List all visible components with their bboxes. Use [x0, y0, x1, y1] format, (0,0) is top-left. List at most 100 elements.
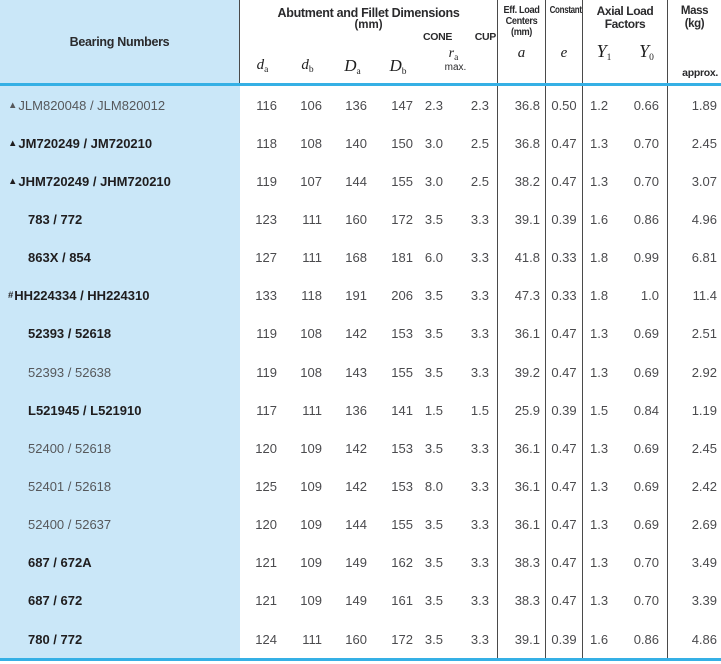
cell-db: 111	[302, 211, 322, 227]
bearing-number-text: 783 / 772	[28, 211, 83, 227]
cell-Db: 206	[391, 288, 413, 304]
cell-Db: 153	[391, 326, 413, 342]
bearing-numbers-label: Bearing Numbers	[69, 34, 170, 49]
eff-load-line1: Eff. Load	[503, 5, 540, 16]
table-body: ▲ JLM820048 / JLM820012 116 106 136 147 2.3 2.3…	[0, 86, 721, 659]
cell-Da: 168	[345, 250, 367, 266]
cell-da: 119	[256, 364, 277, 380]
cell-Db: 172	[391, 631, 413, 647]
cell-y0: 0.70	[625, 543, 668, 582]
bearing-numbers-column-background	[0, 0, 240, 661]
bearing-number-cell: # HH224334 / HH224310	[0, 277, 240, 315]
cell-y1: 1.3	[590, 517, 609, 533]
table-header: Bearing Numbers Abutment and Fillet Dime…	[0, 0, 721, 83]
cell-e: 0.39	[546, 619, 583, 659]
cell-y0: 0.70	[625, 581, 668, 620]
cell-Da: 160	[345, 631, 367, 647]
constant-label: Constant	[549, 5, 582, 16]
bearing-number-cell: 780 / 772	[0, 620, 240, 658]
bearing-number-text: JM720249 / JM720210	[18, 135, 153, 151]
bearing-number-text: 52400 / 52637	[28, 517, 112, 533]
cell-y0: 0.66	[625, 86, 668, 125]
table-row: ▲ JM720249 / JM720210 118 108 140 150 3.0 2.5 36…	[0, 124, 721, 163]
cell-Da: 144	[345, 173, 367, 189]
cell-y1: 1.8	[590, 250, 609, 266]
cell-y0: 0.86	[625, 619, 668, 659]
bearing-number-cell: 863X / 854	[0, 239, 240, 277]
cell-a: 39.2	[498, 352, 546, 392]
cell-y1: 1.2	[590, 97, 609, 113]
bearing-number-cell: 687 / 672A	[0, 544, 240, 582]
table-row: 52400 / 52637 120 109 144 155 3.5 3.3 36.1 0.47 1…	[0, 505, 721, 544]
Db-symbol: Db	[389, 56, 407, 77]
a-symbol: a	[517, 45, 526, 61]
cell-cup-ra: 3.3	[451, 429, 498, 468]
cell-e: 0.39	[546, 200, 583, 239]
abutment-unit: (mm)	[354, 19, 383, 31]
cell-e: 0.50	[546, 86, 583, 125]
ra-cone-cup-group: CONE CUP ra max.	[421, 31, 498, 73]
bearing-number-text: 687 / 672	[28, 593, 83, 609]
cell-y1: 1.3	[590, 478, 609, 494]
cell-cone-ra: 3.0	[424, 173, 443, 189]
cone-label: CONE	[423, 31, 453, 43]
bearing-number-text: JLM820048 / JLM820012	[18, 97, 166, 113]
cell-y0: 0.69	[625, 429, 668, 468]
cell-da: 127	[255, 250, 277, 266]
table-row: L521945 / L521910 117 111 136 141 1.5 1.5 25.9 0…	[0, 391, 721, 430]
cell-Db: 155	[391, 173, 413, 189]
cell-da: 125	[255, 478, 277, 494]
bearing-number-text: 863X / 854	[28, 250, 91, 266]
cell-Da: 191	[345, 288, 367, 304]
cell-db: 108	[300, 326, 322, 342]
cell-e: 0.47	[546, 429, 583, 468]
cell-y0: 1.0	[625, 276, 668, 315]
cell-db: 109	[300, 517, 322, 533]
cell-a: 36.8	[498, 86, 546, 125]
table-row: ▲ JLM820048 / JLM820012 116 106 136 147 2.3 2.3…	[0, 86, 721, 125]
cell-a: 38.3	[498, 543, 546, 582]
cell-mass: 1.89	[691, 97, 717, 113]
header-abutment-group: Abutment and Fillet Dimensions (mm) CONE…	[240, 0, 498, 83]
cell-a: 36.8	[498, 124, 546, 163]
cell-da: 120	[255, 440, 277, 456]
cell-a: 36.1	[498, 429, 546, 468]
mass-line1: Mass	[680, 5, 709, 17]
table-row: # HH224334 / HH224310 133 118 191 206 3.5 3.3 47…	[0, 276, 721, 315]
cell-Da: 149	[345, 555, 367, 571]
table-row: 52393 / 52638 119 108 143 155 3.5 3.3 39.2 0.47 1…	[0, 352, 721, 392]
cell-cone-ra: 3.5	[424, 593, 443, 609]
bearing-number-cell: 783 / 772	[0, 200, 240, 238]
bearing-number-cell: L521945 / L521910	[0, 391, 240, 429]
cell-cone-ra: 3.5	[424, 364, 443, 380]
cell-Db: 150	[391, 135, 413, 151]
cell-e: 0.47	[546, 467, 583, 506]
bottom-border-line	[0, 658, 721, 661]
cell-e: 0.47	[546, 505, 583, 544]
cell-a: 41.8	[498, 238, 546, 277]
cell-e: 0.47	[546, 314, 583, 353]
bearing-number-text: 52393 / 52638	[28, 364, 112, 380]
table-row: ▲ JHM720249 / JHM720210 119 107 144 155 3.0 2.5…	[0, 162, 721, 201]
cell-cup-ra: 2.5	[451, 124, 498, 163]
bearing-number-text: 52400 / 52618	[28, 440, 112, 456]
cell-y1: 1.5	[590, 402, 609, 418]
cell-Da: 142	[345, 478, 367, 494]
cell-cup-ra: 3.3	[451, 200, 498, 239]
cell-Da: 136	[345, 97, 367, 113]
cell-a: 36.1	[498, 467, 546, 506]
cell-mass: 3.39	[691, 593, 717, 609]
cell-mass: 2.51	[691, 326, 717, 342]
cell-mass: 2.92	[691, 364, 717, 380]
db-symbol: db	[301, 57, 314, 75]
bearing-number-text: L521945 / L521910	[28, 402, 142, 418]
table-row: 687 / 672 121 109 149 161 3.5 3.3 38.3 0.47 1.3 0.…	[0, 581, 721, 620]
axial-line1: Axial Load	[596, 4, 654, 18]
dimension-symbols-row: da db Da Db	[240, 56, 498, 77]
cell-e: 0.47	[546, 543, 583, 582]
cell-Db: 141	[391, 402, 413, 418]
cell-y0: 0.69	[625, 352, 668, 392]
cell-e: 0.39	[546, 391, 583, 430]
cell-db: 111	[302, 631, 322, 647]
table-row: 863X / 854 127 111 168 181 6.0 3.3 41.8 0.33 1.8 0…	[0, 238, 721, 277]
